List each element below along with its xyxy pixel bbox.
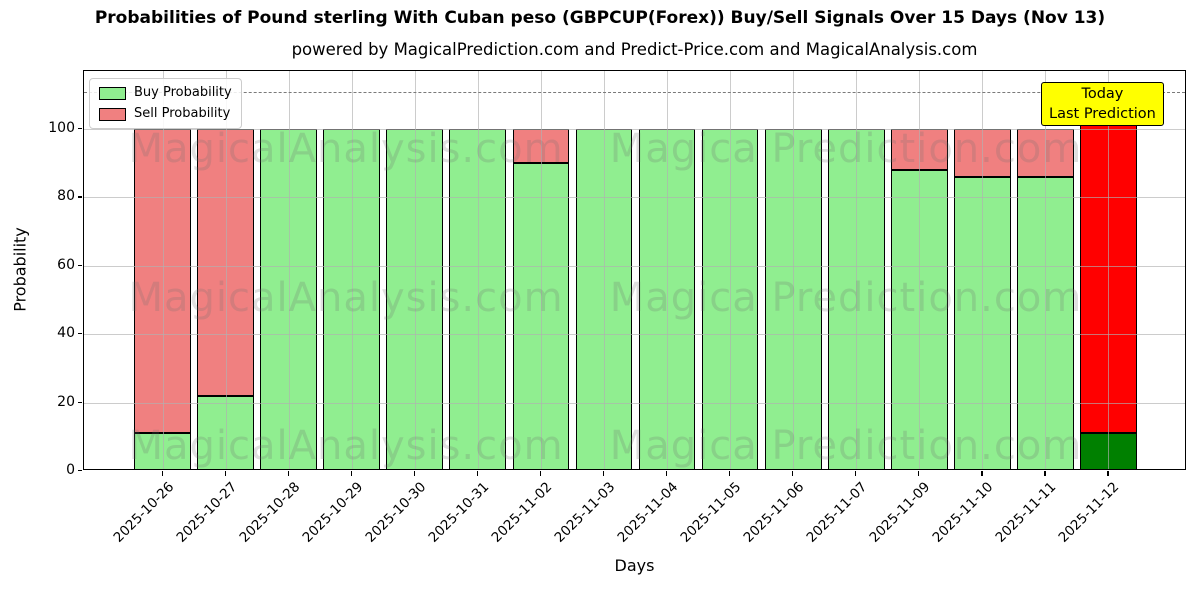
sell-legend-label: Sell Probability (134, 106, 231, 121)
legend-item-buy: Buy Probability (99, 86, 232, 100)
buy-legend-label: Buy Probability (134, 85, 232, 100)
bar-segment-buy (701, 129, 759, 469)
x-tick-mark (792, 471, 794, 476)
bar-segment-buy (260, 129, 317, 469)
watermark-text: Magica Prediction.com (609, 275, 1083, 321)
chart-subtitle: powered by MagicalPrediction.com and Pre… (291, 40, 978, 59)
chart-title: Probabilities of Pound sterling With Cub… (94, 8, 1106, 28)
x-gridline (288, 71, 290, 469)
y-tick-mark (77, 470, 82, 472)
y-gridline (84, 402, 1185, 404)
x-gridline (667, 71, 669, 469)
x-gridline (793, 71, 795, 469)
x-tick-label: 2025-11-12 (1055, 479, 1123, 546)
legend-item-sell: Sell Probability (99, 107, 232, 121)
x-tick-label: 2025-10-28 (236, 479, 303, 546)
y-tick-mark (77, 196, 82, 198)
x-gridline (982, 71, 984, 469)
x-gridline (225, 71, 227, 469)
y-tick-mark (77, 333, 82, 335)
y-axis-label: Probability (10, 227, 30, 312)
x-tick-mark (855, 471, 857, 476)
bar-segment-buy (197, 395, 254, 469)
annotation-line-last-prediction: Last Prediction (1049, 106, 1156, 122)
x-tick-label: 2025-11-09 (866, 479, 934, 546)
x-tick-label: 2025-11-10 (929, 479, 997, 546)
y-tick-mark (77, 401, 82, 403)
x-tick-mark (1044, 471, 1046, 476)
x-tick-mark (476, 471, 479, 476)
watermark-text: MagicalAnalysis.com (128, 423, 564, 469)
y-tick-label: 40 (57, 325, 75, 342)
x-gridline (730, 71, 732, 469)
watermark-text: Magica Prediction.com (609, 423, 1083, 469)
x-tick-label: 2025-11-02 (488, 479, 556, 546)
y-gridline (84, 265, 1185, 267)
x-tick-mark (918, 471, 920, 476)
bar-segment-buy (638, 129, 696, 469)
x-tick-label: 2025-10-29 (299, 479, 367, 546)
y-gridline (84, 334, 1185, 336)
x-tick-mark (413, 471, 415, 476)
buy-probability-swatch (99, 86, 126, 100)
y-tick-label: 20 (57, 393, 75, 410)
y-gridline (84, 129, 1185, 131)
legend: Buy Probability Sell Probability (89, 78, 242, 129)
x-tick-label: 2025-10-31 (425, 479, 493, 546)
x-tick-label: 2025-11-07 (803, 479, 871, 546)
y-tick-label: 100 (48, 120, 75, 137)
watermark-text: MagicalAnalysis.com (128, 126, 564, 172)
x-gridline (1045, 71, 1047, 469)
y-tick-label: 0 (66, 462, 75, 478)
x-gridline (540, 71, 542, 469)
x-tick-mark (350, 471, 352, 476)
x-gridline (603, 71, 605, 469)
x-tick-label: 2025-10-26 (110, 479, 177, 546)
x-tick-mark (161, 471, 163, 476)
x-tick-mark (287, 471, 289, 476)
x-tick-mark (539, 471, 542, 476)
x-tick-mark (666, 471, 668, 476)
x-tick-mark (729, 471, 731, 476)
annotation-line-today: Today (1081, 86, 1124, 102)
bar-segment-buy (1080, 433, 1137, 469)
x-tick-label: 2025-11-04 (614, 479, 682, 546)
x-tick-mark (1107, 471, 1109, 476)
y-tick-mark (77, 264, 82, 267)
y-gridline (84, 197, 1185, 199)
y-tick-mark (77, 128, 82, 130)
today-annotation: Today Last Prediction (1041, 82, 1164, 126)
y-tick-label: 80 (57, 188, 75, 205)
x-gridline (919, 71, 921, 469)
x-tick-label: 2025-11-06 (740, 479, 808, 546)
x-axis-label: Days (614, 556, 655, 575)
x-tick-label: 2025-11-11 (992, 479, 1060, 546)
bar-segment-sell (197, 129, 254, 396)
x-tick-label: 2025-11-03 (551, 479, 619, 546)
x-gridline (162, 71, 164, 469)
x-tick-mark (602, 471, 605, 476)
threshold-dashed-line (84, 91, 1185, 93)
sell-probability-swatch (99, 107, 126, 121)
watermark-text: Magica Prediction.com (609, 126, 1083, 172)
x-gridline (351, 71, 353, 469)
x-tick-label: 2025-11-05 (677, 479, 745, 546)
bar-segment-sell (1080, 94, 1137, 434)
x-gridline (1108, 71, 1110, 469)
x-gridline (414, 71, 416, 469)
x-gridline (856, 71, 858, 469)
x-tick-mark (981, 471, 983, 476)
x-tick-mark (224, 471, 226, 476)
watermark-text: MagicalAnalysis.com (128, 275, 564, 321)
y-tick-label: 60 (57, 256, 75, 273)
plot-area: Buy Probability Sell Probability Today L… (83, 70, 1186, 470)
x-tick-label: 2025-10-27 (173, 479, 240, 546)
x-gridline (477, 71, 479, 469)
x-tick-label: 2025-10-30 (362, 479, 430, 546)
